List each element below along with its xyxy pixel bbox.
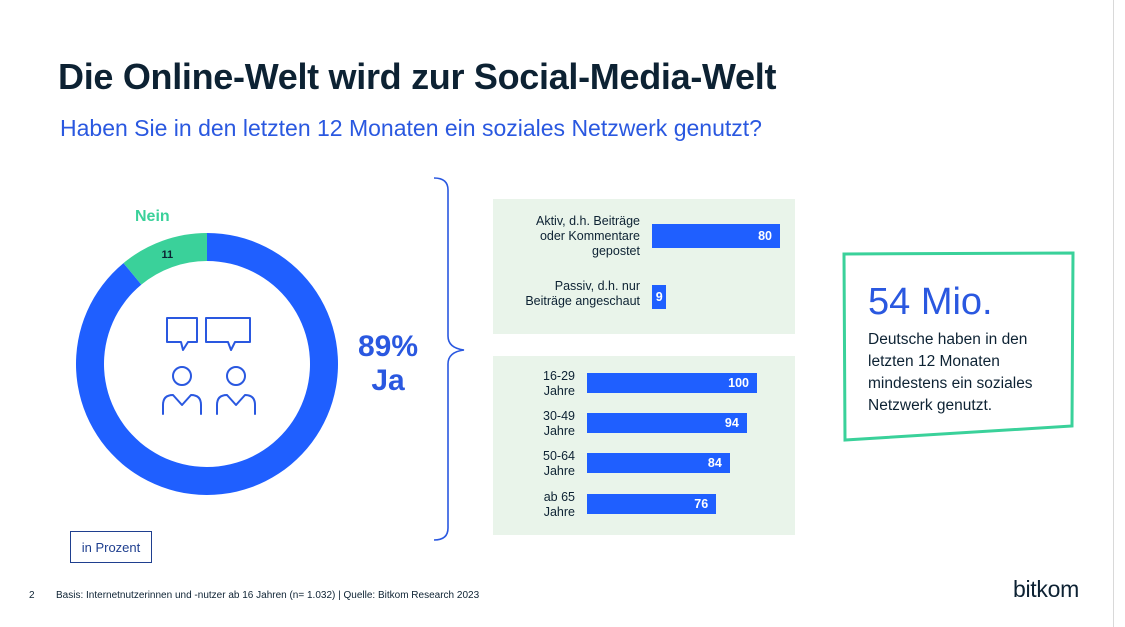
bar-category-label: 50-64 Jahre xyxy=(500,449,575,479)
bar-category-label-line: Jahre xyxy=(543,464,575,478)
bar-value-label: 84 xyxy=(587,453,730,473)
bar-category-label-line: 50-64 xyxy=(543,449,575,463)
stat-description: Deutsche haben in den letzten 12 Monaten… xyxy=(868,331,1033,414)
donut-nein-label: Nein xyxy=(135,208,170,225)
bar-category-label-line: Jahre xyxy=(543,424,575,438)
donut-ja-label: 89% Ja xyxy=(348,330,428,398)
usage-type-panel xyxy=(493,199,795,334)
donut-svg: 11 xyxy=(75,233,338,495)
stat-big-number: 54 Mio. xyxy=(868,281,993,323)
donut-segment-nein xyxy=(123,233,207,285)
donut-ja-text: Ja xyxy=(371,364,405,397)
bar-category-label-line: Jahre xyxy=(543,384,575,398)
bar-value-label: 76 xyxy=(587,494,717,514)
people-chat-icon xyxy=(162,317,256,415)
stat-box-frame xyxy=(842,251,1075,442)
bar-value-label: 94 xyxy=(587,413,747,433)
bar-category-label: Passiv, d.h. nur Beiträge angeschaut xyxy=(500,279,640,309)
slide-right-edge xyxy=(1113,0,1114,627)
bar-category-label-line: Jahre xyxy=(543,505,575,519)
bar-category-label: 16-29 Jahre xyxy=(500,369,575,399)
bitkom-logo: bitkom xyxy=(1013,576,1079,602)
bar-category-label-line: 16-29 xyxy=(543,369,575,383)
page-subtitle: Haben Sie in den letzten 12 Monaten ein … xyxy=(60,115,762,141)
bar-category-label-line: Beiträge angeschaut xyxy=(525,294,640,308)
bar-category-label-line: 30-49 xyxy=(543,409,575,423)
bar-category-label-line: Passiv, d.h. nur xyxy=(554,279,640,293)
donut-chart: 11 xyxy=(75,232,339,496)
bar-value-label: 9 xyxy=(652,285,667,309)
page-number: 2 xyxy=(29,590,35,601)
bar-category-label-line: oder Kommentare xyxy=(539,229,640,243)
bar-category-label: Aktiv, d.h. Beiträge oder Kommentare gepos… xyxy=(500,214,640,259)
source-footnote: Basis: Internetnutzerinnen und -nutzer a… xyxy=(56,590,480,601)
bar-category-label: ab 65 Jahre xyxy=(500,490,575,520)
donut-segment-ja xyxy=(75,233,338,495)
unit-note: in Prozent xyxy=(70,531,152,563)
bar-category-label-line: Aktiv, d.h. Beiträge xyxy=(536,214,640,228)
donut-nein-value: 11 xyxy=(162,249,174,261)
bar-category-label-line: gepostet xyxy=(592,244,640,258)
bar-value-label: 80 xyxy=(652,224,780,248)
bar-value-label: 100 xyxy=(587,373,757,393)
donut-ja-percent: 89% xyxy=(357,330,419,363)
page-title: Die Online-Welt wird zur Social-Media-We… xyxy=(58,56,777,97)
bar-category-label: 30-49 Jahre xyxy=(500,409,575,439)
bar-category-label-line: ab 65 xyxy=(543,490,575,504)
curly-brace xyxy=(433,177,465,541)
